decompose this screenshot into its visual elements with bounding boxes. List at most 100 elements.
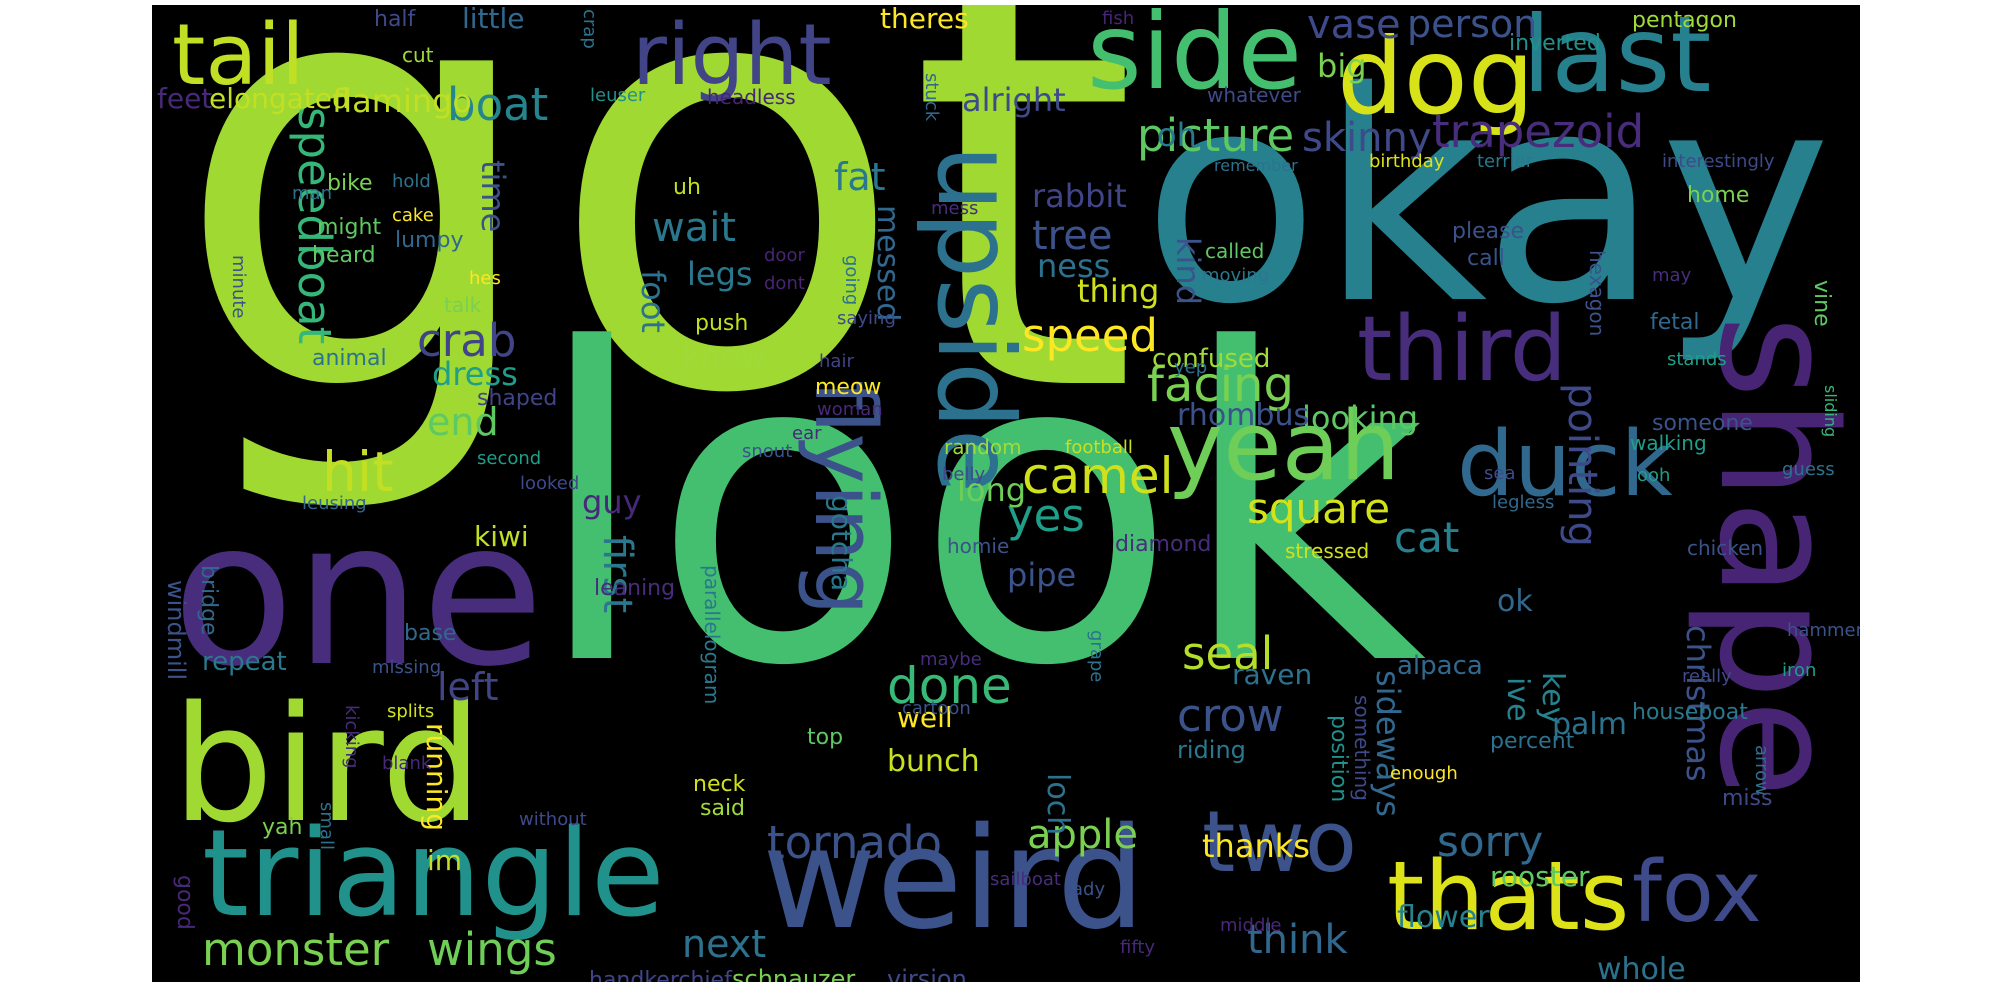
word: bird [172, 671, 483, 858]
word: door [764, 245, 805, 266]
word: kind [1169, 237, 1207, 306]
word: windmill [162, 580, 190, 681]
word: football [1065, 437, 1133, 458]
word: really [1682, 666, 1732, 687]
word: meow [815, 375, 882, 400]
word: enough [1390, 763, 1458, 784]
word: hammer [1787, 620, 1860, 641]
word: thanks [1202, 827, 1310, 865]
word: going [841, 255, 862, 306]
word: terrier [1477, 151, 1534, 172]
word: kicking [341, 705, 362, 769]
word: last [1522, 5, 1712, 116]
word: next [682, 922, 767, 966]
word: uh [673, 175, 701, 200]
word: one [172, 478, 545, 711]
word: legs [687, 255, 753, 293]
word: left [437, 665, 499, 709]
word: saying [837, 308, 896, 329]
word: elongated [209, 82, 350, 115]
word: miss [1722, 786, 1773, 811]
word: flying [795, 380, 894, 616]
word: position [1326, 715, 1351, 803]
word: handkerchief [589, 968, 732, 983]
word: camel [1022, 447, 1174, 505]
word: hold [392, 171, 431, 192]
word: im [427, 844, 463, 877]
word: grape [1086, 630, 1107, 683]
word: hit [322, 440, 394, 504]
word: may [1652, 265, 1692, 286]
word: moving [1202, 265, 1270, 286]
word: called [1205, 239, 1265, 263]
word: bunch [887, 744, 980, 779]
word: ive [1500, 677, 1535, 722]
word: looked [520, 473, 580, 494]
word: parallelogram [700, 565, 724, 705]
word: thats [1387, 842, 1630, 952]
word: side [1087, 5, 1303, 113]
word: someone [1652, 411, 1753, 436]
word: random [944, 435, 1022, 459]
word: homie [947, 534, 1010, 558]
word: said [700, 796, 746, 821]
word: messed [870, 205, 905, 322]
word: duck [1457, 412, 1673, 517]
word: yep [1174, 357, 1208, 378]
word: cake [392, 205, 434, 226]
word: iron [1782, 660, 1817, 681]
word: yeah [1167, 392, 1401, 502]
word: maybe [920, 649, 982, 670]
word: woman [817, 399, 883, 420]
word: boat [447, 78, 549, 131]
word: fifty [1120, 937, 1156, 958]
word: rooster [1490, 860, 1590, 893]
word: ear [792, 423, 822, 444]
word: weird [762, 798, 1146, 961]
word: something [1350, 695, 1374, 801]
word: shaped [477, 386, 558, 411]
word: looking [1302, 399, 1419, 437]
word: person [1407, 5, 1538, 46]
word: man [292, 183, 332, 204]
word: bike [327, 171, 373, 196]
word: cartoon [902, 698, 971, 719]
word: oh [1157, 116, 1197, 154]
word: triangle [202, 805, 665, 944]
word: stuck [921, 73, 942, 122]
word: christmas [1679, 625, 1717, 782]
word: tree [1032, 213, 1113, 259]
word: vine [1809, 280, 1834, 327]
word: ness [1037, 247, 1111, 285]
word: alpaca [1397, 651, 1483, 681]
word: whole [1597, 952, 1686, 983]
word: walking [1630, 431, 1707, 455]
word: little [462, 5, 525, 35]
word: kiwi [474, 520, 529, 553]
word: sideways [1369, 670, 1407, 817]
word: ooh [1637, 465, 1671, 486]
word: belly [942, 464, 986, 485]
word: look [532, 260, 1427, 760]
word: crap [579, 9, 600, 49]
word: inverted [1509, 31, 1601, 56]
word: flamingo [332, 82, 472, 120]
word: without [519, 809, 587, 830]
word: dress [432, 355, 518, 393]
word: whatever [1207, 83, 1301, 107]
word: sliding [1821, 385, 1840, 438]
word: shape [1684, 315, 1860, 798]
word: third [1357, 297, 1567, 402]
word: missing [372, 657, 442, 678]
word: schnauzer [732, 965, 856, 982]
word: neck [693, 772, 746, 797]
word: pipe [1007, 556, 1077, 594]
word: headless [707, 85, 796, 109]
word: leuser [590, 85, 646, 106]
word: snout [742, 441, 793, 462]
word: got [172, 5, 1139, 523]
word: tail [172, 6, 305, 105]
word: good [172, 875, 197, 930]
word: talk [444, 293, 482, 317]
word: dont [764, 273, 805, 294]
